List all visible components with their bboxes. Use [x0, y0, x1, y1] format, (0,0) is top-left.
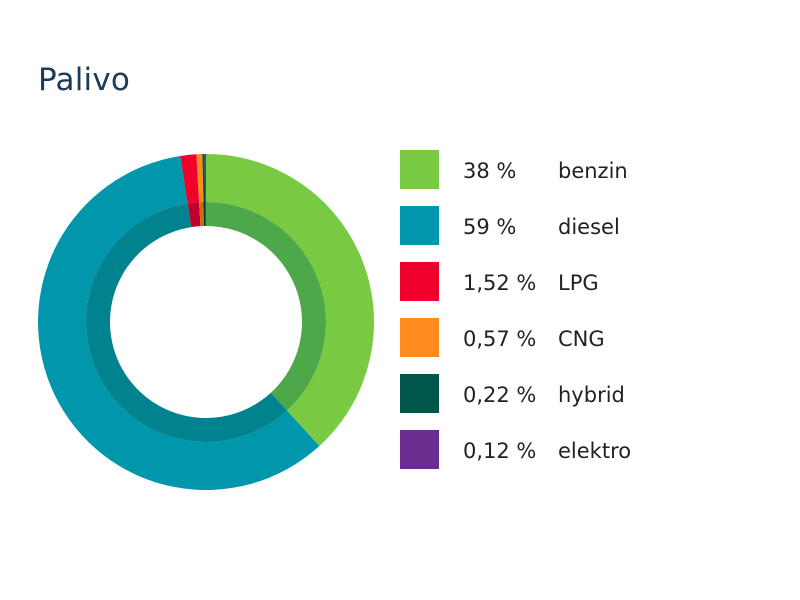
- legend-swatch-lpg: [400, 262, 439, 301]
- slice-inner-hybrid: [203, 202, 206, 227]
- legend-value-cng: 0,57 %: [463, 327, 537, 351]
- legend-swatch-elektro: [400, 430, 439, 469]
- slice-cng: [196, 154, 204, 203]
- legend-value-benzin: 38 %: [463, 159, 517, 183]
- slice-inner-lpg: [187, 202, 201, 228]
- slice-benzin: [206, 154, 375, 447]
- legend-item-cng: 0,57 % CNG: [400, 318, 660, 374]
- legend-swatch-cng: [400, 318, 439, 357]
- slice-inner-diesel: [86, 203, 287, 442]
- legend-label-diesel: diesel: [558, 215, 620, 239]
- legend-item-benzin: 38 % benzin: [400, 150, 660, 206]
- legend-item-elektro: 0,12 % elektro: [400, 430, 660, 486]
- chart-title: Palivo: [38, 62, 131, 98]
- legend-item-diesel: 59 % diesel: [400, 206, 660, 262]
- legend-swatch-diesel: [400, 206, 439, 245]
- legend-value-hybrid: 0,22 %: [463, 383, 537, 407]
- legend-label-benzin: benzin: [558, 159, 628, 183]
- slice-hybrid: [202, 154, 206, 203]
- legend-swatch-benzin: [400, 150, 439, 189]
- slice-inner-benzin: [206, 202, 327, 411]
- legend: 38 % benzin 59 % diesel 1,52 % LPG 0,57 % CNG 0,…: [400, 150, 660, 486]
- slice-lpg: [180, 154, 200, 204]
- legend-item-lpg: 1,52 % LPG: [400, 262, 660, 318]
- legend-swatch-hybrid: [400, 374, 439, 413]
- slice-inner-cng: [199, 202, 204, 227]
- slice-inner-elektro: [205, 202, 206, 227]
- legend-label-lpg: LPG: [558, 271, 599, 295]
- legend-label-hybrid: hybrid: [558, 383, 625, 407]
- legend-label-cng: CNG: [558, 327, 605, 351]
- slice-diesel: [38, 155, 320, 490]
- legend-value-elektro: 0,12 %: [463, 439, 537, 463]
- legend-value-diesel: 59 %: [463, 215, 517, 239]
- legend-value-lpg: 1,52 %: [463, 271, 537, 295]
- legend-item-hybrid: 0,22 % hybrid: [400, 374, 660, 430]
- legend-label-elektro: elektro: [558, 439, 632, 463]
- slice-elektro: [204, 154, 206, 203]
